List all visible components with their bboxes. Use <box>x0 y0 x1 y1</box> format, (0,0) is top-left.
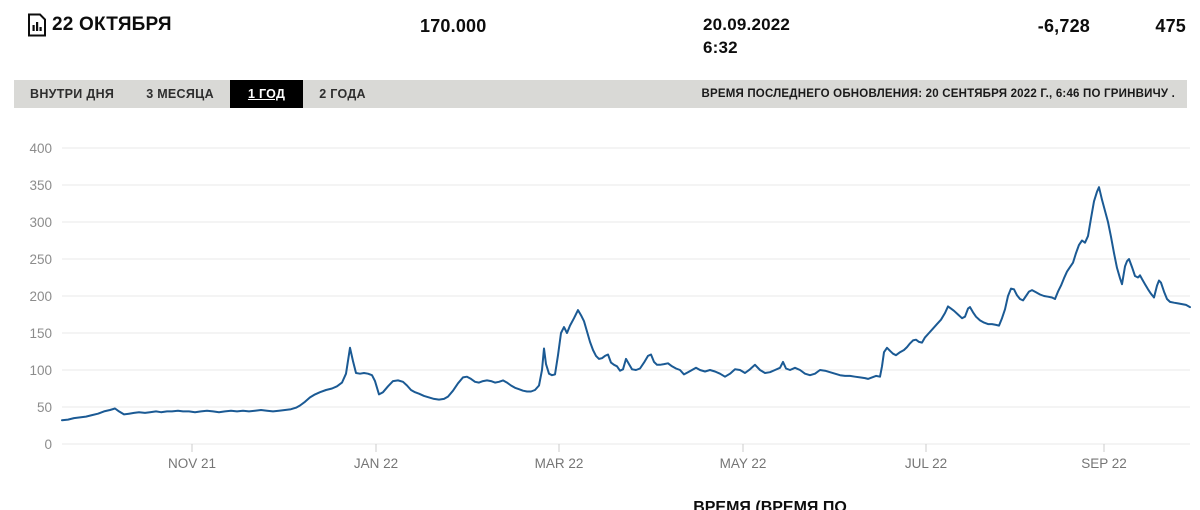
price-chart: 0 50 100 150 200 250 300 350 400 NOV 21 JAN 22 MAR… <box>29 141 1191 510</box>
y-tick-label-350: 350 <box>29 178 52 193</box>
x-axis-title: ВРЕМЯ (ВРЕМЯ ПО <box>693 499 847 510</box>
x-tick-label: JAN 22 <box>354 456 398 471</box>
y-tick-label-250: 250 <box>29 252 52 267</box>
quote-datetime: 20.09.2022 6:32 <box>703 13 790 59</box>
y-axis-labels: 0 50 100 150 200 250 300 350 400 <box>29 141 52 452</box>
change-value: -6,728 <box>1037 16 1090 36</box>
gridlines <box>62 147 1190 445</box>
y-tick-label-200: 200 <box>29 289 52 304</box>
x-tick-label: NOV 21 <box>168 456 216 471</box>
y-tick-label-100: 100 <box>29 363 52 378</box>
period-tabbar: ВНУТРИ ДНЯ 3 МЕСЯЦА 1 ГОД 2 ГОДА ВРЕМЯ ПОСЛ… <box>14 80 1187 108</box>
tab-2[interactable]: 3 МЕСЯЦА <box>146 87 214 101</box>
chart-document-icon <box>28 13 46 37</box>
x-tick-label: MAR 22 <box>535 456 584 471</box>
x-axis-labels: NOV 21 JAN 22 MAR 22 MAY 22 JUL 22 SEP 22 <box>168 456 1127 471</box>
price-line-series <box>61 186 1191 422</box>
price-value: 170.000 <box>420 16 487 36</box>
x-axis-ticks <box>191 444 1105 452</box>
x-tick-label: SEP 22 <box>1081 456 1127 471</box>
y-tick-label-400: 400 <box>29 141 52 156</box>
x-tick-label: MAY 22 <box>720 456 767 471</box>
quote-time: 6:32 <box>703 38 738 57</box>
quote-date: 20.09.2022 <box>703 15 791 34</box>
volume-value: 475 <box>1155 16 1186 36</box>
y-tick-label-0: 0 <box>44 437 52 452</box>
tab-3[interactable]: 1 ГОД <box>229 80 304 108</box>
tab-4[interactable]: 2 ГОДА <box>319 87 366 101</box>
header: 22 ОКТЯБРЯ 170.000 20.09.2022 6:32 -6,72… <box>0 0 1200 66</box>
y-tick-label-50: 50 <box>37 400 52 415</box>
x-tick-label: JUL 22 <box>905 456 947 471</box>
tab-1[interactable]: ВНУТРИ ДНЯ <box>30 87 115 101</box>
last-update-text: ВРЕМЯ ПОСЛЕДНЕГО ОБНОВЛЕНИЯ: 20 СЕНТЯБРЯ… <box>701 88 1175 100</box>
contract-title: 22 ОКТЯБРЯ <box>52 14 172 35</box>
y-tick-label-300: 300 <box>29 215 52 230</box>
y-tick-label-150: 150 <box>29 326 52 341</box>
period-tabs: ВНУТРИ ДНЯ 3 МЕСЯЦА 1 ГОД 2 ГОДА <box>14 80 382 108</box>
